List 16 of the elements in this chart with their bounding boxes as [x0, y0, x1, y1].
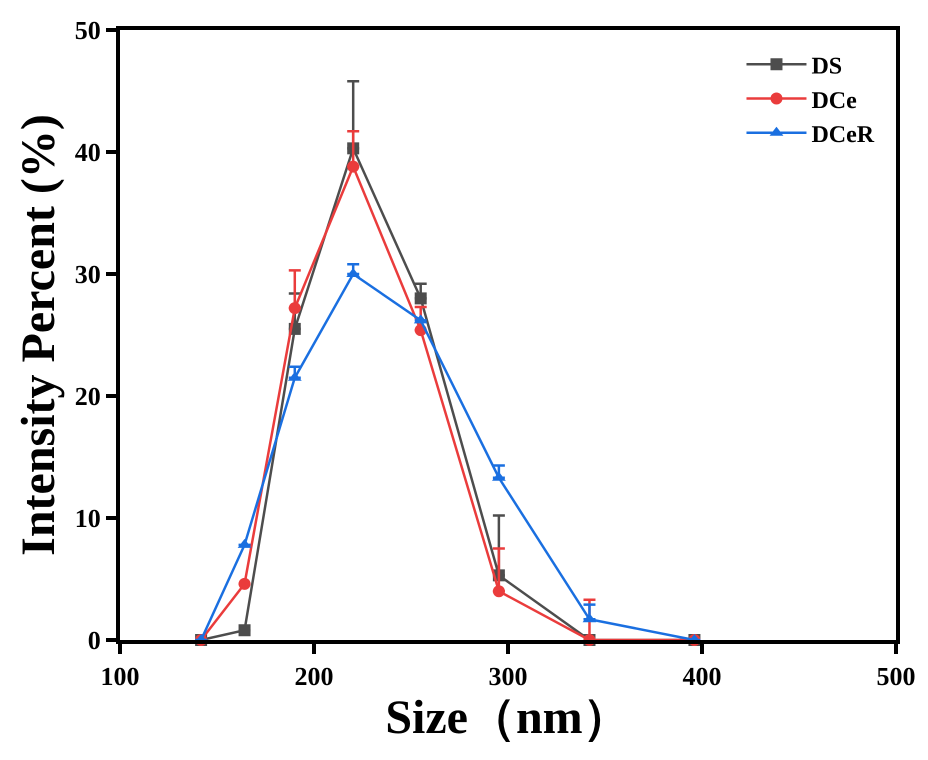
y-tick-label: 50 — [74, 16, 101, 46]
y-tick-label: 0 — [88, 626, 101, 656]
y-tick-label: 20 — [74, 382, 101, 412]
x-axis-title: Size（nm） — [385, 691, 631, 744]
legend-label: DS — [811, 54, 842, 80]
legend-label: DCeR — [811, 122, 875, 148]
x-tick-label: 100 — [100, 662, 140, 692]
y-tick-label: 30 — [74, 260, 101, 290]
legend-label: DCe — [811, 88, 858, 114]
y-axis-title: Intensity Percent (%) — [12, 114, 65, 556]
y-tick-label: 10 — [74, 504, 101, 534]
x-tick-label: 300 — [488, 662, 528, 692]
x-tick-label: 400 — [682, 662, 722, 692]
x-tick-label: 200 — [294, 662, 334, 692]
y-tick-label: 40 — [74, 138, 101, 168]
x-tick-label: 500 — [876, 662, 916, 692]
